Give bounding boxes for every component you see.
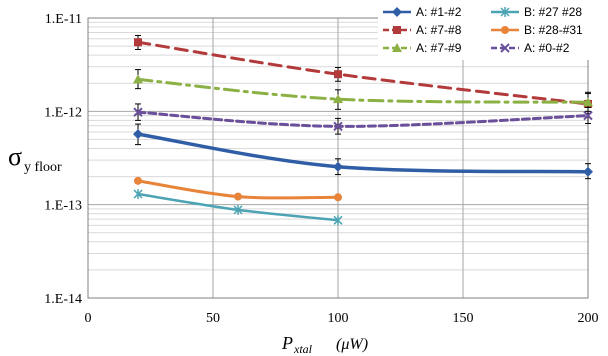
y-tick-label: 1.E-13 — [44, 199, 82, 214]
legend: A: #1-#2 B: #27 #28 A: #7-#8 B: #28-#31 A: #… — [378, 2, 590, 60]
legend-item-5: A: #0-#2 — [491, 41, 570, 55]
data-point — [583, 166, 593, 177]
legend-item-3: B: #28-#31 — [491, 23, 583, 37]
legend-marker — [392, 43, 402, 52]
y-tick-label: 1.E-14 — [44, 292, 82, 307]
data-point — [583, 110, 593, 121]
y-tick-label: 1.E-12 — [44, 105, 82, 120]
x-axis-subscript: xtal — [293, 342, 313, 356]
legend-marker — [500, 7, 510, 17]
data-point — [333, 121, 343, 132]
data-point — [134, 176, 142, 185]
x-tick-label: 200 — [578, 311, 599, 326]
legend-marker — [500, 43, 510, 53]
data-point — [583, 97, 593, 107]
y-axis-title: σ y floor — [8, 142, 62, 175]
series-line — [136, 77, 590, 104]
data-point — [333, 161, 343, 172]
legend-marker — [393, 26, 401, 34]
legend-item-0: A: #1-#2 — [383, 5, 462, 19]
legend-item-2: A: #7-#8 — [383, 23, 462, 37]
data-point — [334, 193, 342, 202]
y-axis-subscript: y floor — [24, 160, 62, 175]
legend-label: B: #28-#31 — [524, 23, 583, 37]
data-point — [133, 74, 143, 84]
x-tick-label: 100 — [328, 311, 349, 326]
legend-label: B: #27 #28 — [524, 5, 582, 19]
data-point — [233, 204, 243, 215]
data-point — [133, 107, 143, 117]
series-0 — [133, 123, 593, 180]
plot-area-border — [87, 17, 589, 299]
x-tick-label: 150 — [453, 311, 474, 326]
legend-item-4: A: #7-#9 — [383, 41, 462, 55]
x-tick-label: 50 — [206, 311, 220, 326]
legend-item-1: B: #27 #28 — [491, 5, 582, 19]
data-point — [133, 189, 143, 200]
x-tick-label: 0 — [85, 311, 92, 326]
data-point — [334, 70, 342, 79]
legend-marker — [501, 26, 509, 34]
series-line — [136, 110, 590, 128]
data-point — [234, 192, 242, 201]
series-layer — [133, 34, 593, 226]
series-4 — [133, 69, 593, 112]
legend-label: A: #7-#8 — [416, 23, 462, 37]
legend-label: A: #1-#2 — [416, 5, 462, 19]
series-3 — [134, 176, 342, 202]
series-1 — [133, 189, 343, 226]
legend-marker — [392, 7, 402, 17]
x-axis-symbol: P — [281, 333, 293, 353]
y-axis-symbol: σ — [8, 142, 22, 171]
data-point — [133, 129, 143, 140]
data-point — [134, 38, 142, 47]
series-5 — [133, 103, 593, 135]
data-point — [333, 215, 343, 226]
tick-labels: 0 50 100 150 200 1.E-14 1.E-13 1.E-12 1.E-11 — [44, 12, 598, 326]
legend-label: A: #7-#9 — [416, 41, 462, 55]
legend-background — [378, 2, 590, 60]
y-tick-label: 1.E-11 — [45, 12, 82, 27]
x-axis-unit: (μW) — [336, 336, 368, 353]
x-axis-title: P xtal (μW) — [281, 333, 368, 356]
legend-label: A: #0-#2 — [524, 41, 570, 55]
data-point — [333, 94, 343, 104]
